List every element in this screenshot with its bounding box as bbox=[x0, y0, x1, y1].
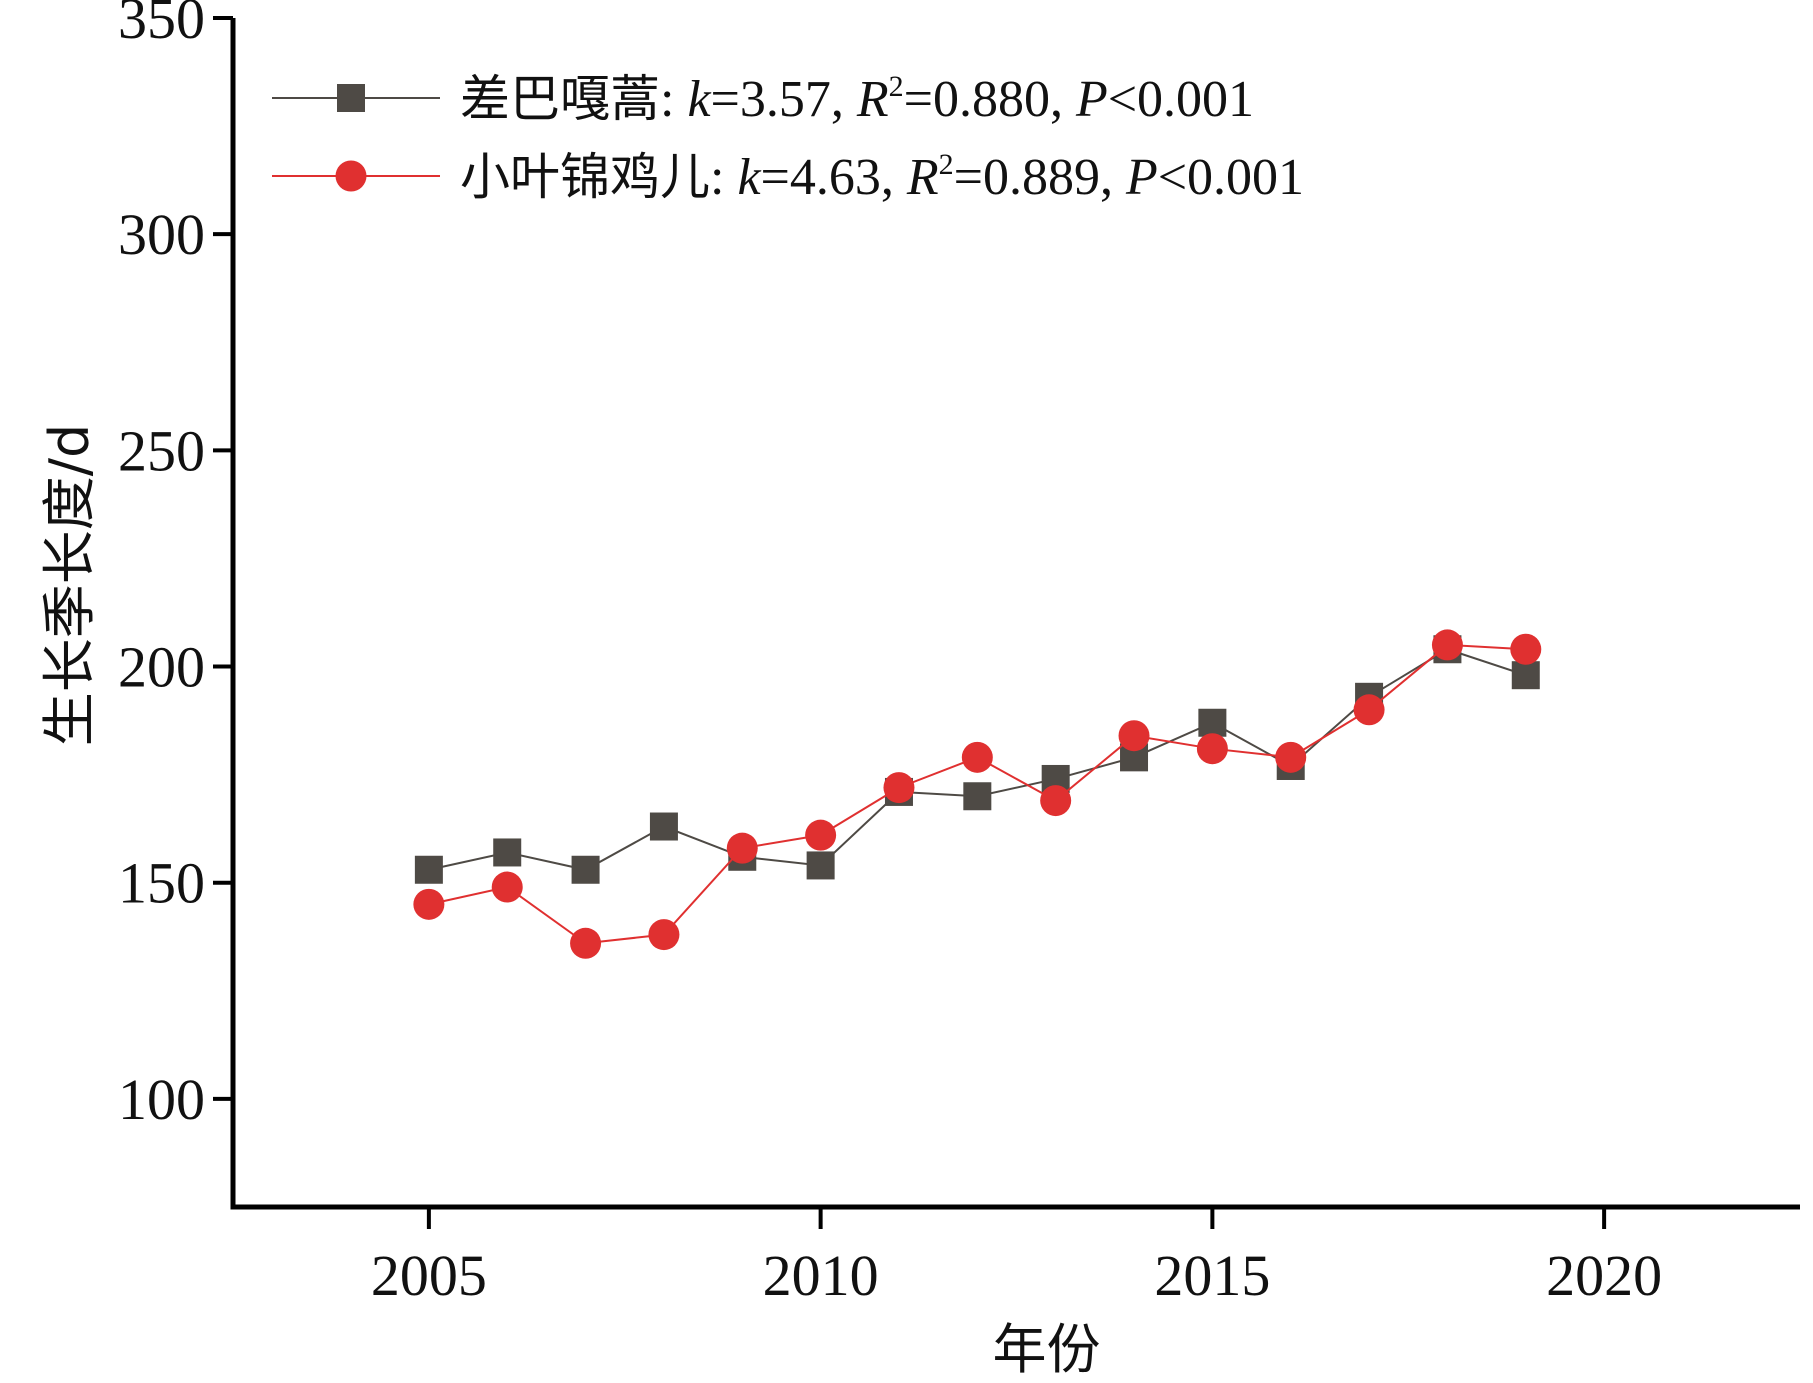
data-point bbox=[1275, 741, 1307, 773]
x-tick-label: 2010 bbox=[763, 1243, 879, 1308]
data-point bbox=[493, 838, 522, 867]
y-tick-label: 350 bbox=[118, 0, 205, 51]
data-point bbox=[491, 871, 523, 903]
x-tick-label: 2020 bbox=[1546, 1243, 1662, 1308]
x-tick-label: 2015 bbox=[1154, 1243, 1270, 1308]
series-group bbox=[413, 629, 1542, 959]
data-point bbox=[963, 782, 992, 811]
data-point bbox=[571, 855, 600, 884]
legend: 差巴嘎蒿: k=3.57, R2=0.880, P<0.001 小叶锦鸡儿: k=… bbox=[272, 70, 1304, 206]
data-point bbox=[414, 855, 443, 884]
data-point bbox=[805, 819, 837, 851]
data-point bbox=[726, 832, 758, 864]
data-point bbox=[413, 888, 445, 920]
data-point bbox=[1353, 694, 1385, 726]
data-point bbox=[1198, 708, 1227, 737]
legend-label: 小叶锦鸡儿: k=4.63, R2=0.889, P<0.001 bbox=[460, 148, 1304, 206]
y-tick-label: 250 bbox=[118, 418, 205, 483]
y-tick-label: 150 bbox=[118, 851, 205, 916]
data-point bbox=[961, 741, 993, 773]
x-axis-title: 年份 bbox=[993, 1318, 1101, 1381]
data-point bbox=[1510, 633, 1542, 665]
series-2 bbox=[413, 629, 1542, 959]
legend-marker bbox=[337, 84, 365, 112]
data-point bbox=[1196, 733, 1228, 765]
data-point bbox=[1511, 661, 1540, 690]
y-axis-title: 生长季长度/d bbox=[38, 424, 101, 746]
y-tick-label: 200 bbox=[118, 635, 205, 700]
x-tick-label: 2005 bbox=[371, 1243, 487, 1308]
y-tick-label: 300 bbox=[118, 202, 205, 267]
data-point bbox=[570, 927, 602, 959]
data-point bbox=[1431, 629, 1463, 661]
legend-marker bbox=[335, 160, 367, 192]
data-point bbox=[649, 812, 678, 841]
data-point bbox=[648, 919, 680, 951]
legend-label: 差巴嘎蒿: k=3.57, R2=0.880, P<0.001 bbox=[460, 70, 1254, 128]
legend-entry-2: 小叶锦鸡儿: k=4.63, R2=0.889, P<0.001 bbox=[272, 148, 1304, 206]
ticks: 100 150 200 250 300 350 2005 2010 2015 2020 bbox=[118, 0, 1662, 1308]
data-point bbox=[1040, 785, 1072, 817]
axes bbox=[230, 18, 1800, 1210]
legend-entry-1: 差巴嘎蒿: k=3.57, R2=0.880, P<0.001 bbox=[272, 70, 1254, 128]
y-tick-label: 100 bbox=[118, 1067, 205, 1132]
data-point bbox=[806, 851, 835, 880]
data-point bbox=[883, 772, 915, 804]
data-point bbox=[1118, 720, 1150, 752]
